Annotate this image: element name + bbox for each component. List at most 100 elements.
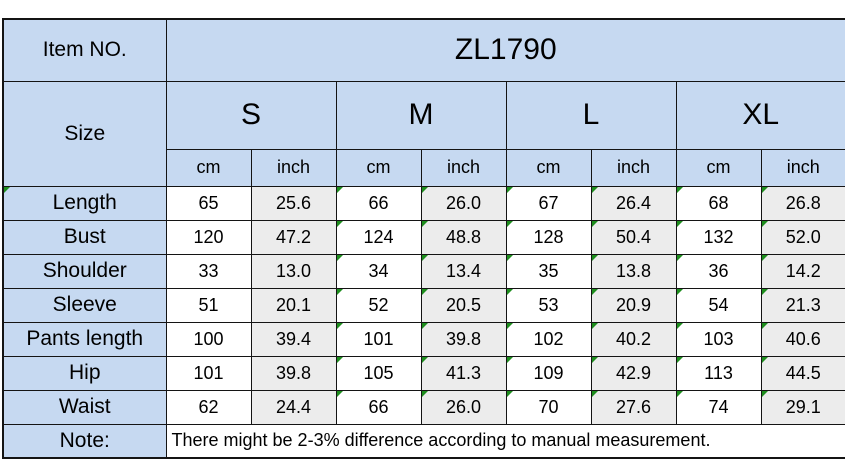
value-cell: 36: [675, 253, 762, 289]
row-label-cell: Waist: [2, 389, 167, 425]
error-flag-icon: [762, 187, 768, 193]
size-m-cell: M: [335, 80, 507, 150]
unit-inch-cell: inch: [760, 148, 845, 187]
error-flag-icon: [677, 357, 683, 363]
error-flag-icon: [337, 323, 343, 329]
value-cell: 48.8: [420, 219, 507, 255]
error-flag-icon: [762, 255, 768, 261]
error-flag-icon: [422, 357, 428, 363]
value-cell: 68: [675, 185, 762, 221]
measurement-row: Bust 120 47.2 124 48.8 128 50.4 132 52.0: [2, 219, 845, 255]
value-cell: 40.2: [590, 321, 677, 357]
unit-inch-cell: inch: [420, 148, 507, 187]
value-cell: 66: [335, 389, 422, 425]
row-label-cell: Shoulder: [2, 253, 167, 289]
row-label-cell: Length: [2, 185, 167, 221]
value-cell: 39.8: [420, 321, 507, 357]
error-flag-icon: [677, 391, 683, 397]
error-flag-icon: [4, 187, 10, 193]
error-flag-icon: [422, 391, 428, 397]
item-no-value-cell: ZL1790: [165, 18, 845, 82]
error-flag-icon: [762, 221, 768, 227]
value-cell: 29.1: [760, 389, 845, 425]
value-cell: 20.1: [250, 287, 337, 323]
error-flag-icon: [337, 289, 343, 295]
size-l-cell: L: [505, 80, 677, 150]
error-flag-icon: [677, 255, 683, 261]
row-label-cell: Bust: [2, 219, 167, 255]
item-no-row: Item NO. ZL1790: [2, 18, 845, 82]
value-cell: 42.9: [590, 355, 677, 391]
error-flag-icon: [422, 221, 428, 227]
value-cell: 41.3: [420, 355, 507, 391]
error-flag-icon: [592, 289, 598, 295]
measurement-row: Pants length 100 39.4 101 39.8 102 40.2 …: [2, 321, 845, 357]
value-cell: 109: [505, 355, 592, 391]
error-flag-icon: [337, 221, 343, 227]
value-cell: 24.4: [250, 389, 337, 425]
value-cell: 54: [675, 287, 762, 323]
value-cell: 40.6: [760, 321, 845, 357]
error-flag-icon: [762, 289, 768, 295]
value-cell: 39.8: [250, 355, 337, 391]
error-flag-icon: [422, 323, 428, 329]
unit-cm-cell: cm: [335, 148, 422, 187]
value-cell: 100: [165, 321, 252, 357]
measurement-row: Shoulder 33 13.0 34 13.4 35 13.8 36 14.2: [2, 253, 845, 289]
error-flag-icon: [677, 187, 683, 193]
value-cell: 26.8: [760, 185, 845, 221]
error-flag-icon: [592, 187, 598, 193]
value-cell: 132: [675, 219, 762, 255]
value-cell: 128: [505, 219, 592, 255]
value-cell: 26.0: [420, 389, 507, 425]
value-cell: 34: [335, 253, 422, 289]
row-label-cell: Hip: [2, 355, 167, 391]
size-label-cell: Size: [2, 80, 167, 187]
value-cell: 25.6: [250, 185, 337, 221]
error-flag-icon: [592, 357, 598, 363]
size-header-row: Size S M L XL: [2, 80, 845, 187]
size-s-cell: S: [165, 80, 337, 150]
error-flag-icon: [507, 187, 513, 193]
measurement-row: Length 65 25.6 66 26.0 67 26.4 68 26.8: [2, 185, 845, 221]
error-flag-icon: [507, 357, 513, 363]
error-flag-icon: [337, 391, 343, 397]
value-cell: 65: [165, 185, 252, 221]
value-cell: 113: [675, 355, 762, 391]
unit-inch-cell: inch: [250, 148, 337, 187]
value-cell: 13.8: [590, 253, 677, 289]
error-flag-icon: [422, 187, 428, 193]
value-cell: 20.5: [420, 287, 507, 323]
error-flag-icon: [337, 187, 343, 193]
error-flag-icon: [422, 255, 428, 261]
value-cell: 70: [505, 389, 592, 425]
error-flag-icon: [507, 221, 513, 227]
error-flag-icon: [592, 221, 598, 227]
row-label-cell: Sleeve: [2, 287, 167, 323]
note-label-cell: Note:: [2, 423, 167, 459]
value-cell: 67: [505, 185, 592, 221]
measurement-row: Waist 62 24.4 66 26.0 70 27.6 74 29.1: [2, 389, 845, 425]
item-no-label-cell: Item NO.: [2, 18, 167, 82]
value-cell: 27.6: [590, 389, 677, 425]
error-flag-icon: [422, 289, 428, 295]
value-cell: 44.5: [760, 355, 845, 391]
error-flag-icon: [507, 289, 513, 295]
unit-cm-cell: cm: [675, 148, 762, 187]
value-cell: 13.4: [420, 253, 507, 289]
value-cell: 101: [165, 355, 252, 391]
unit-cm-cell: cm: [165, 148, 252, 187]
value-cell: 101: [335, 321, 422, 357]
value-cell: 66: [335, 185, 422, 221]
value-cell: 33: [165, 253, 252, 289]
error-flag-icon: [677, 289, 683, 295]
error-flag-icon: [592, 391, 598, 397]
note-row: Note: There might be 2-3% difference acc…: [2, 423, 845, 459]
error-flag-icon: [337, 255, 343, 261]
unit-header-row: cm inch cm inch cm inch cm inch: [3, 148, 845, 187]
value-cell: 14.2: [760, 253, 845, 289]
measurement-row: Sleeve 51 20.1 52 20.5 53 20.9 54 21.3: [2, 287, 845, 323]
error-flag-icon: [592, 255, 598, 261]
note-text-cell: There might be 2-3% difference according…: [165, 423, 845, 459]
value-cell: 26.0: [420, 185, 507, 221]
